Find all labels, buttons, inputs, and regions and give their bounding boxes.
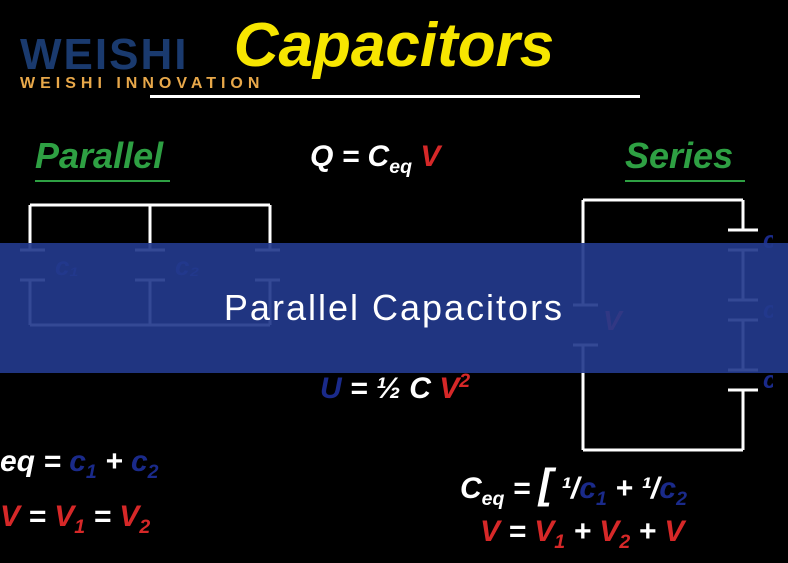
ceq-p-plus: + [105, 445, 131, 478]
vs-v2: V [599, 515, 619, 548]
title-underline [150, 95, 640, 98]
series-underline [625, 180, 745, 182]
ceq-s-eq: = [513, 472, 539, 505]
parallel-label: Parallel [35, 135, 163, 177]
ceq-s-plus: + [615, 472, 641, 505]
logo-main: WEISHI [20, 30, 264, 80]
formula-u: U [320, 372, 342, 405]
overlay-text: Parallel Capacitors [224, 287, 564, 329]
formula-q: Q [310, 140, 333, 173]
formula-v-parallel: V = V1 = V2 [0, 500, 150, 539]
ceq-p-c1: c [69, 445, 86, 478]
main-title: Capacitors [234, 10, 554, 81]
parallel-underline [35, 180, 170, 182]
ceq-s-eqsub: eq [482, 488, 505, 510]
logo-subtitle: WEISHI INNOVATION [20, 75, 264, 93]
formula-c: C [409, 372, 431, 405]
vs-plus2: + [639, 515, 665, 548]
vp-v: V [0, 500, 20, 533]
formula-charge: Q = Ceq V [310, 140, 440, 179]
logo: WEISHI WEISHI INNOVATION [20, 30, 264, 93]
vp-eq: = [28, 500, 54, 533]
ceq-s-bracket: [ [539, 460, 553, 507]
ceq-s-f2b: c [659, 472, 676, 505]
formula-v: V [420, 140, 440, 173]
ceq-p-s1: 1 [86, 461, 97, 483]
formula-ceq-series: Ceq = [ ¹/c1 + ¹/c2 [460, 460, 687, 511]
vs-v3: V [664, 515, 684, 548]
ceq-s-f1b: c [579, 472, 596, 505]
formula-eq-sub: eq [389, 156, 412, 178]
vp-s2: 2 [139, 516, 150, 538]
ceq-s-f1a: ¹/ [561, 472, 579, 505]
ceq-s-f2a: ¹/ [641, 472, 659, 505]
vs-plus: + [573, 515, 599, 548]
ceq-p-lhs: eq = [0, 445, 69, 478]
ceq-s-f2s: 2 [676, 488, 687, 510]
vp-v2: V [119, 500, 139, 533]
formula-eq: = C [342, 140, 390, 173]
vp-s1: 1 [74, 516, 85, 538]
formula-ceq-parallel: eq = c1 + c2 [0, 445, 159, 484]
vs-v: V [480, 515, 500, 548]
vp-v1: V [54, 500, 74, 533]
formula-energy: U = ½ C V2 [320, 370, 470, 406]
ceq-s-c: C [460, 472, 482, 505]
ceq-s-f1s: 1 [596, 488, 607, 510]
ceq-p-c2: c [131, 445, 148, 478]
formula-half: = ½ [350, 372, 401, 405]
vs-v1: V [534, 515, 554, 548]
series-label: Series [625, 135, 733, 177]
vs-eq: = [508, 515, 534, 548]
formula-v-series: V = V1 + V2 + V [480, 515, 684, 554]
vp-eq2: = [93, 500, 119, 533]
formula-v2: V [439, 372, 459, 405]
vs-s1: 1 [554, 531, 565, 553]
formula-sq: 2 [459, 370, 470, 392]
overlay-band: Parallel Capacitors [0, 243, 788, 373]
ceq-p-s2: 2 [148, 461, 159, 483]
vs-s2: 2 [619, 531, 630, 553]
